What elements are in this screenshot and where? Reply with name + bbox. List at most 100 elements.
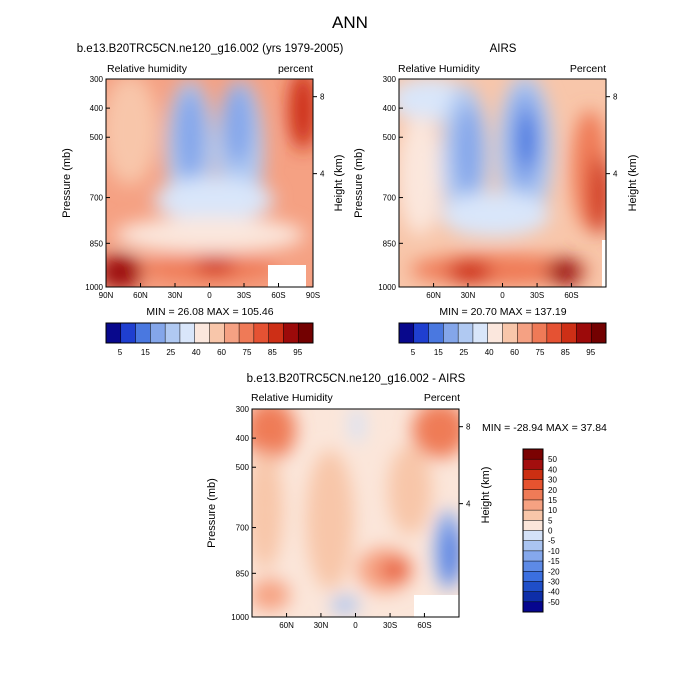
model-y2-axis: 84 bbox=[313, 93, 325, 179]
obs-colorbar-swatch bbox=[576, 323, 592, 343]
diff-colorbar-label: -15 bbox=[548, 557, 560, 566]
model-colorbar-swatch bbox=[298, 323, 314, 343]
model-colorbar-swatch bbox=[120, 323, 136, 343]
obs-colorbar-swatch bbox=[487, 323, 503, 343]
model-colorbar-label: 85 bbox=[268, 348, 277, 357]
diff-min-max: MIN = -28.94 MAX = 37.84 bbox=[482, 422, 607, 434]
diff-blob-left-mid bbox=[252, 450, 283, 570]
diff-y-tick-label: 700 bbox=[236, 524, 250, 533]
obs-x-tick-label: 30N bbox=[461, 291, 476, 300]
obs-x-tick-label: 60S bbox=[564, 291, 578, 300]
obs-blob-mid-pale bbox=[440, 193, 550, 237]
diff-x-tick-label: 0 bbox=[353, 621, 358, 630]
obs-colorbar-swatch bbox=[546, 323, 562, 343]
model-y-tick-label: 1000 bbox=[85, 283, 103, 292]
diff-y2-axis-label: Height (km) bbox=[480, 467, 492, 524]
diff-x-tick-label: 30N bbox=[314, 621, 329, 630]
diff-colorbar-swatch bbox=[523, 499, 543, 511]
obs-y-tick-label: 400 bbox=[383, 104, 397, 113]
obs-right-label: Percent bbox=[570, 63, 606, 75]
model-blob-warm-top-left bbox=[106, 79, 158, 185]
obs-x-axis: 60N 30N 0 30S 60S bbox=[426, 283, 579, 300]
model-panel: b.e13.B20TRC5CN.ne120_g16.002 (yrs 1979-… bbox=[61, 43, 345, 357]
model-colorbar-swatch bbox=[209, 323, 225, 343]
diff-colorbar-swatch bbox=[523, 510, 543, 521]
model-colorbar-label: 25 bbox=[166, 348, 175, 357]
diff-colorbar-swatch bbox=[523, 459, 543, 470]
obs-y-tick-label: 1000 bbox=[378, 283, 396, 292]
obs-colorbar-swatch bbox=[532, 323, 548, 343]
obs-colorbar-swatch bbox=[591, 323, 607, 343]
obs-y-tick-label: 700 bbox=[383, 194, 397, 203]
obs-blob-cool-right-core bbox=[518, 112, 536, 168]
diff-colorbar-label: 10 bbox=[548, 506, 557, 515]
obs-colorbar-label: 95 bbox=[586, 348, 595, 357]
diff-colorbar-swatch bbox=[523, 571, 543, 582]
obs-blob-left-light bbox=[399, 115, 442, 235]
obs-x-tick-label: 30S bbox=[530, 291, 544, 300]
obs-colorbar-label: 75 bbox=[536, 348, 545, 357]
diff-blob-bottom-cool bbox=[331, 596, 359, 614]
obs-colorbar-label: 40 bbox=[485, 348, 494, 357]
model-min-max: MIN = 26.08 MAX = 105.46 bbox=[146, 306, 273, 318]
diff-colorbar-swatch bbox=[523, 581, 543, 592]
model-blob-bottom-center bbox=[195, 256, 235, 274]
diff-left-label: Relative Humidity bbox=[251, 392, 333, 404]
model-blob-cool-right-core bbox=[224, 85, 252, 165]
obs-colorbar-swatch bbox=[413, 323, 429, 343]
diff-colorbar-label: 0 bbox=[548, 527, 553, 536]
diff-blob-top-center-cool bbox=[350, 409, 364, 443]
obs-blob-cool-left-core bbox=[455, 105, 481, 195]
diff-colorbar-swatch bbox=[523, 591, 543, 603]
obs-panel: AIRS Relative Humidity Percent bbox=[353, 43, 639, 357]
model-right-label: percent bbox=[278, 63, 313, 75]
obs-colorbar: 5 15 25 40 60 75 85 95 bbox=[398, 322, 607, 357]
model-colorbar-swatch bbox=[268, 323, 284, 343]
model-y-tick-label: 300 bbox=[90, 75, 104, 84]
diff-contour-field bbox=[252, 409, 459, 617]
diff-y-tick-label: 500 bbox=[236, 463, 250, 472]
model-y-tick-label: 400 bbox=[90, 104, 104, 113]
model-colorbar-label: 5 bbox=[118, 348, 123, 357]
diff-colorbar-label: -40 bbox=[548, 588, 560, 597]
obs-colorbar-swatch bbox=[517, 323, 533, 343]
diff-colorbar-swatch bbox=[523, 530, 543, 541]
model-colorbar-swatch bbox=[135, 323, 151, 343]
diff-colorbar-swatch bbox=[523, 489, 543, 501]
diff-blob-bottom-left-warm bbox=[252, 579, 290, 611]
obs-y2-axis-label: Height (km) bbox=[627, 155, 639, 212]
model-colorbar-swatch bbox=[150, 323, 166, 343]
obs-missing-region bbox=[602, 240, 606, 287]
model-colorbar-swatch bbox=[253, 323, 269, 343]
diff-colorbar-label: -10 bbox=[548, 547, 560, 556]
diff-panel-title: b.e13.B20TRC5CN.ne120_g16.002 - AIRS bbox=[247, 373, 466, 385]
model-colorbar-label: 95 bbox=[293, 348, 302, 357]
model-colorbar-swatch bbox=[194, 323, 210, 343]
diff-blob-center-band bbox=[306, 450, 354, 590]
diff-colorbar-label: 15 bbox=[548, 496, 557, 505]
obs-blob-bottom-dark-left bbox=[448, 260, 492, 284]
obs-colorbar-label: 25 bbox=[459, 348, 468, 357]
diff-colorbar-label: 20 bbox=[548, 486, 557, 495]
obs-y-axis: 300 400 500 700 850 1000 bbox=[378, 75, 403, 292]
obs-colorbar-label: 60 bbox=[510, 348, 519, 357]
model-colorbar-label: 75 bbox=[243, 348, 252, 357]
obs-x-tick-label: 0 bbox=[500, 291, 505, 300]
model-missing-region bbox=[268, 265, 306, 287]
model-x-tick-label: 90N bbox=[99, 291, 114, 300]
model-blob-right-warm bbox=[289, 79, 313, 150]
diff-colorbar-label: 30 bbox=[548, 476, 557, 485]
obs-colorbar-swatch bbox=[443, 323, 459, 343]
model-x-tick-label: 60S bbox=[271, 291, 285, 300]
model-x-tick-label: 90S bbox=[306, 291, 320, 300]
model-colorbar-label: 15 bbox=[141, 348, 150, 357]
diff-colorbar-swatch bbox=[523, 561, 543, 572]
model-blob-cool-left-core bbox=[176, 90, 204, 180]
diff-missing-region bbox=[414, 595, 459, 617]
diff-y2-axis: 84 bbox=[459, 423, 471, 509]
diff-x-tick-label: 30S bbox=[383, 621, 397, 630]
diff-colorbar-label: -20 bbox=[548, 567, 560, 576]
diff-x-tick-label: 60N bbox=[279, 621, 294, 630]
